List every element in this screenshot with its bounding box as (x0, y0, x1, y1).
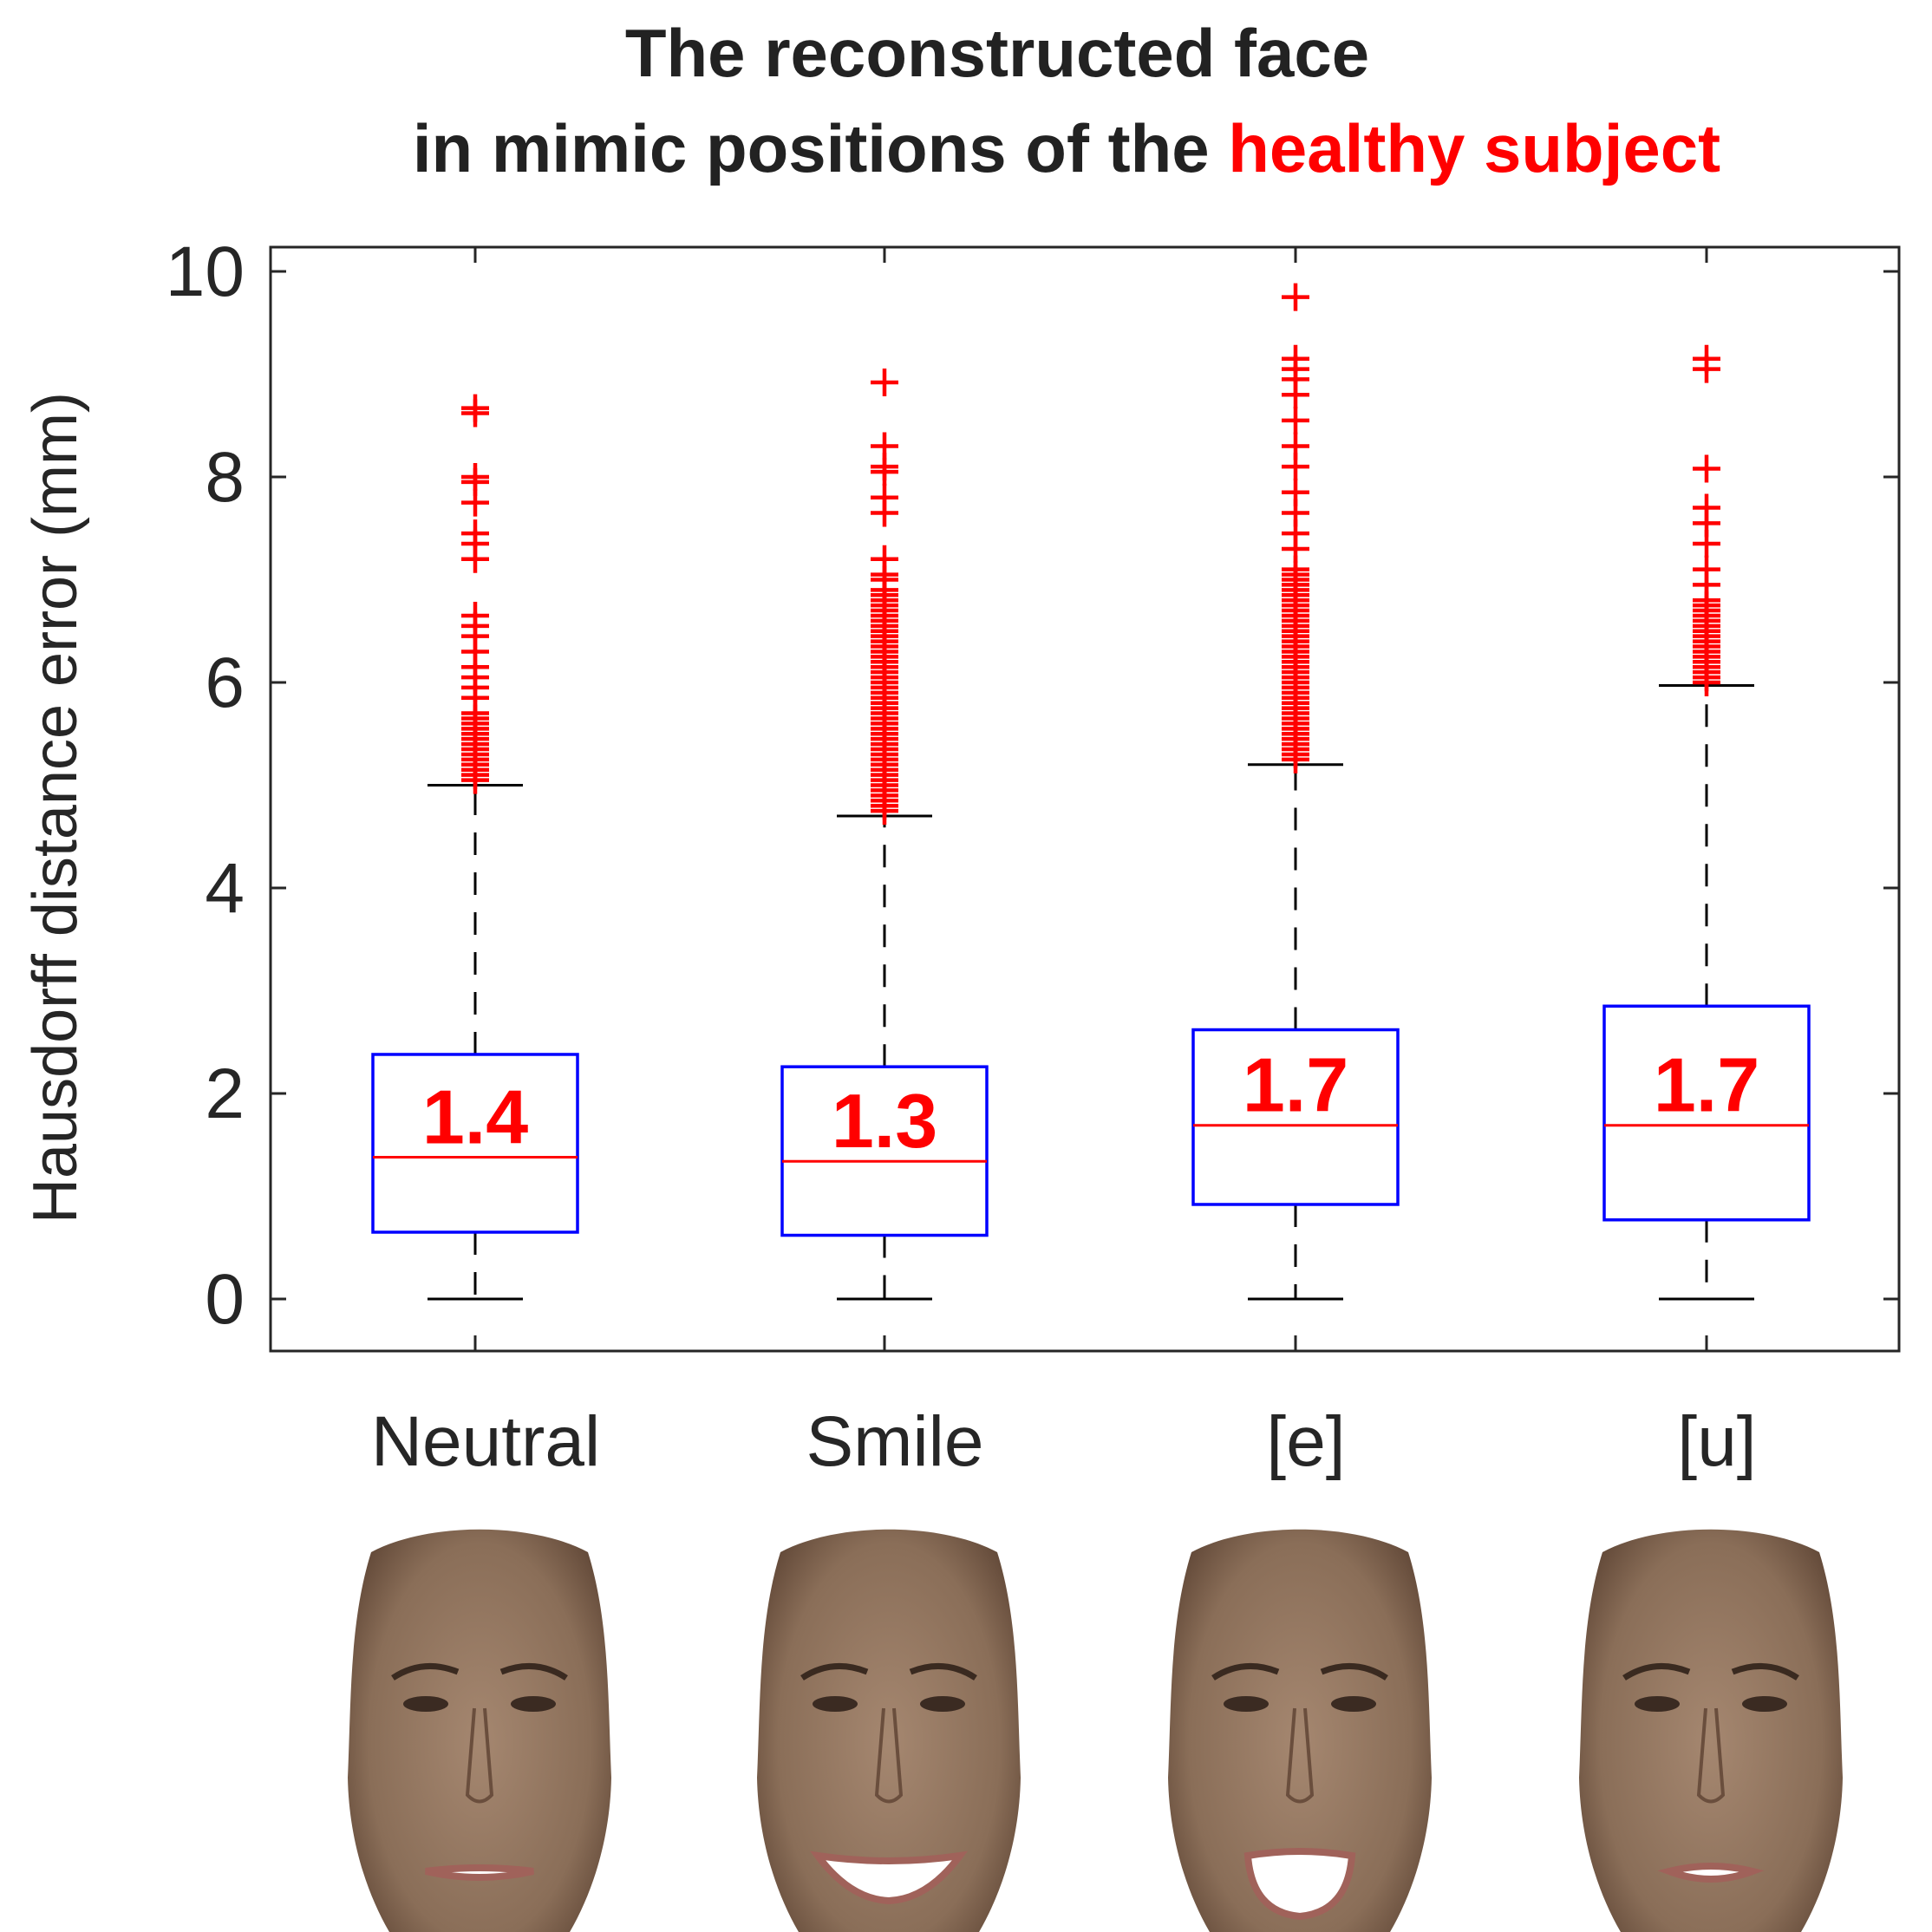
eyebrow (1731, 1662, 1799, 1681)
eyebrow (499, 1662, 568, 1681)
y-tick-label: 4 (205, 849, 245, 928)
face-images (348, 1529, 1843, 1932)
eye (1331, 1696, 1376, 1712)
outlier-marker (461, 601, 489, 630)
median-value-label: 1.7 (1654, 1042, 1759, 1128)
y-tick-label: 8 (205, 438, 245, 517)
x-category-label: [e] (1266, 1402, 1345, 1481)
eyebrow (391, 1662, 460, 1681)
chart-title-prefix: in mimic positions of the (413, 110, 1210, 186)
box-group: 1.7 (1191, 283, 1400, 1301)
face-shape (757, 1529, 1021, 1932)
mouth (425, 1864, 534, 1881)
outlier-marker (1693, 454, 1720, 483)
iqr-box (1602, 1004, 1811, 1222)
mouth (1657, 1863, 1765, 1883)
outlier-marker (461, 394, 489, 422)
nose (1285, 1707, 1315, 1804)
outlier-marker (1693, 344, 1720, 373)
eye (511, 1696, 556, 1712)
nose (874, 1707, 904, 1804)
outlier-marker (871, 545, 898, 573)
eyebrow (800, 1662, 869, 1681)
axes-frame (269, 245, 1901, 1353)
chart-title-line2: in mimic positions of the healthy subjec… (413, 110, 1720, 186)
eye (920, 1696, 965, 1712)
outlier-marker (461, 463, 489, 491)
outlier-marker (1693, 555, 1720, 584)
y-axis-label: Hausdorff distance error (mm) (21, 392, 90, 1224)
outlier-marker (1282, 478, 1309, 506)
outlier-marker (871, 432, 898, 460)
eyebrow (909, 1662, 977, 1681)
x-category-label: Smile (806, 1402, 983, 1481)
plot-area: 0 2 4 6 8 10 Neutral Smile [e] [u] 1.4 1.3 1.7 1.7 (166, 232, 1901, 1481)
iqr-box (780, 1065, 989, 1237)
y-tick-label: 0 (205, 1260, 245, 1339)
y-tick-label: 10 (166, 232, 245, 311)
outlier-marker (871, 368, 898, 396)
box-group: 1.4 (371, 394, 579, 1301)
eye (813, 1696, 858, 1712)
outlier-marker (871, 483, 898, 512)
iqr-box (371, 1053, 579, 1234)
eyebrow (1320, 1662, 1388, 1681)
y-tick-label: 2 (205, 1054, 245, 1133)
mouth (810, 1850, 968, 1905)
outlier-marker (1282, 406, 1309, 434)
median-value-label: 1.7 (1243, 1042, 1348, 1128)
eye (1742, 1696, 1787, 1712)
eye (403, 1696, 448, 1712)
eyebrow (1622, 1662, 1691, 1681)
chart-title-highlight: healthy subject (1228, 110, 1720, 186)
face-image (348, 1529, 611, 1932)
eye (1635, 1696, 1680, 1712)
box-group: 1.3 (780, 368, 989, 1301)
face-shape (348, 1529, 611, 1932)
outlier-marker (1693, 493, 1720, 522)
face-image (1168, 1529, 1432, 1932)
x-category-label: [u] (1677, 1402, 1756, 1481)
face-image (757, 1529, 1021, 1932)
mouth (1243, 1848, 1356, 1921)
eye (1224, 1696, 1269, 1712)
y-tick-label: 6 (205, 643, 245, 722)
iqr-box (1191, 1028, 1400, 1206)
outlier-marker (1282, 432, 1309, 460)
outlier-marker (461, 519, 489, 548)
median-value-label: 1.4 (422, 1074, 528, 1159)
median-value-label: 1.3 (832, 1078, 937, 1164)
face-shape (1168, 1529, 1432, 1932)
eyebrow (1211, 1662, 1280, 1681)
nose (1696, 1707, 1726, 1804)
face-image (1579, 1529, 1843, 1932)
outlier-marker (1282, 344, 1309, 373)
outlier-marker (1282, 283, 1309, 311)
nose (465, 1707, 494, 1804)
box-group: 1.7 (1602, 344, 1811, 1301)
x-category-label: Neutral (371, 1402, 600, 1481)
chart-title-line1: The reconstructed face (625, 15, 1369, 91)
face-shape (1579, 1529, 1843, 1932)
